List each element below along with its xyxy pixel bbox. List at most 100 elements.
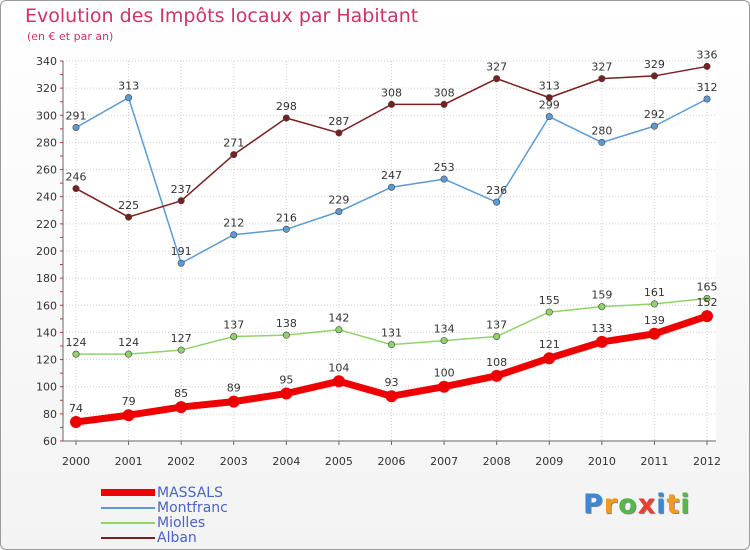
data-label-alban: 237 (171, 183, 192, 196)
data-label-montfranc: 253 (434, 161, 455, 174)
data-point-montfranc (72, 124, 80, 132)
data-point-montfranc (650, 122, 658, 130)
logo-letter: P (583, 489, 604, 520)
logo-letter: r (603, 489, 619, 520)
data-point-montfranc (703, 95, 711, 103)
data-label-massals: 74 (69, 402, 83, 415)
y-tick-label: 80 (43, 408, 57, 421)
logo-letter: o (618, 489, 638, 520)
data-point-alban (440, 100, 448, 108)
data-label-alban: 336 (697, 48, 718, 61)
data-point-massals (595, 335, 608, 348)
data-label-montfranc: 313 (118, 80, 139, 93)
data-point-miolles (125, 350, 133, 358)
data-point-alban (703, 62, 711, 70)
data-point-alban (387, 100, 395, 108)
data-point-montfranc (230, 231, 238, 239)
data-label-alban: 327 (591, 61, 612, 74)
data-point-miolles (72, 350, 80, 358)
data-point-miolles (282, 331, 290, 339)
data-point-montfranc (493, 198, 501, 206)
data-label-massals: 139 (644, 314, 665, 327)
x-tick-label: 2004 (272, 455, 300, 468)
data-point-massals (701, 310, 713, 323)
data-point-miolles (440, 337, 448, 345)
logo-letter: x (637, 489, 657, 520)
data-point-massals (175, 401, 188, 414)
data-point-massals (490, 369, 503, 382)
x-tick-label: 2010 (588, 455, 616, 468)
y-tick-label: 200 (36, 245, 57, 258)
legend-item-miolles: Miolles (101, 515, 228, 530)
data-point-montfranc (440, 175, 448, 183)
data-label-massals: 121 (539, 338, 560, 351)
data-point-massals (227, 395, 240, 408)
legend-swatch (101, 536, 155, 539)
data-label-massals: 85 (174, 387, 188, 400)
data-point-miolles (335, 326, 343, 334)
series-lines (70, 62, 713, 428)
y-tick-label: 340 (36, 55, 57, 68)
data-label-massals: 100 (434, 367, 455, 380)
x-tick-label: 2006 (378, 455, 406, 468)
data-point-massals (332, 375, 345, 388)
data-point-miolles (230, 332, 238, 340)
data-point-miolles (703, 294, 711, 302)
y-tick-label: 300 (36, 109, 57, 122)
data-label-miolles: 127 (171, 332, 192, 345)
data-label-miolles: 165 (697, 281, 718, 294)
data-point-montfranc (387, 183, 395, 191)
data-label-miolles: 159 (591, 289, 612, 302)
data-labels: 291 313 191 212 216 229 247 253 236 299 280 292 312 2… (66, 48, 718, 415)
data-label-massals: 95 (279, 374, 293, 387)
data-point-miolles (387, 341, 395, 349)
data-label-massals: 104 (328, 361, 349, 374)
legend-label: MASSALS (157, 484, 223, 501)
legend: MASSALS Montfranc Miolles Alban (101, 485, 228, 545)
data-label-miolles: 161 (644, 286, 665, 299)
data-point-montfranc (282, 225, 290, 233)
data-label-miolles: 124 (66, 336, 87, 349)
y-tick-label: 180 (36, 272, 57, 285)
y-tick-label: 260 (36, 164, 57, 177)
data-label-montfranc: 280 (591, 124, 612, 137)
data-point-massals (543, 352, 556, 365)
data-label-montfranc: 229 (328, 194, 349, 207)
logo-letter: i (680, 489, 691, 520)
data-point-montfranc (545, 113, 553, 121)
data-point-alban (545, 94, 553, 102)
data-label-massals: 89 (227, 382, 241, 395)
data-label-alban: 308 (381, 86, 402, 99)
data-point-montfranc (125, 94, 133, 102)
y-tick-label: 160 (36, 299, 57, 312)
data-point-miolles (177, 346, 185, 354)
data-label-massals: 108 (486, 356, 507, 369)
data-point-miolles (650, 300, 658, 308)
x-tick-label: 2011 (640, 455, 668, 468)
data-label-alban: 327 (486, 61, 507, 74)
data-point-alban (335, 129, 343, 137)
logo-letter: i (656, 489, 667, 520)
data-point-alban (125, 213, 133, 221)
data-label-massals: 93 (385, 376, 399, 389)
legend-swatch (101, 521, 155, 524)
data-point-alban (598, 75, 606, 83)
x-tick-label: 2000 (62, 455, 90, 468)
data-point-massals (280, 387, 293, 400)
proxiti-logo: Proxiti (583, 489, 691, 520)
data-label-alban: 225 (118, 199, 139, 212)
data-point-massals (70, 416, 82, 428)
data-point-alban (72, 185, 80, 193)
y-tick-label: 120 (36, 354, 57, 367)
data-point-massals (648, 327, 661, 340)
data-label-montfranc: 247 (381, 169, 402, 182)
data-label-miolles: 142 (328, 312, 349, 325)
chart-title: Evolution des Impôts locaux par Habitant (25, 5, 419, 27)
data-label-miolles: 137 (486, 319, 507, 332)
data-label-alban: 298 (276, 100, 297, 113)
data-label-montfranc: 191 (171, 245, 192, 258)
data-label-montfranc: 292 (644, 108, 665, 121)
data-label-montfranc: 212 (223, 217, 244, 230)
